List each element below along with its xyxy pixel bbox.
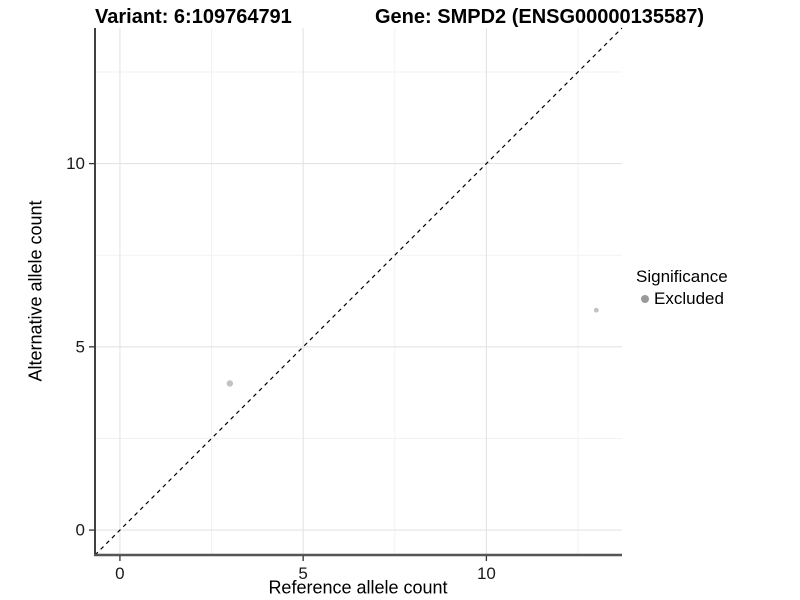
legend-entry-label: Excluded: [654, 289, 724, 308]
y-tick-label: 10: [66, 154, 85, 173]
data-point: [226, 380, 234, 387]
data-point: [593, 307, 599, 313]
legend-key-dot-icon: [641, 295, 649, 303]
identity-dashed-line: [94, 27, 623, 556]
y-tick-label: 5: [76, 337, 85, 356]
x-tick-label: 10: [477, 564, 496, 583]
plot-title-variant: Variant: 6:109764791: [95, 6, 292, 28]
legend: Significance Excluded: [636, 267, 728, 308]
x-tick-label: 5: [298, 564, 307, 583]
plot-title-gene: Gene: SMPD2 (ENSG00000135587): [375, 6, 705, 28]
x-axis-title: Reference allele count: [268, 577, 448, 598]
x-tick-label: 0: [115, 564, 124, 583]
legend-title: Significance: [636, 267, 728, 286]
legend-entry-excluded: Excluded: [636, 290, 728, 308]
y-tick-label: 0: [76, 521, 85, 540]
y-axis-title: Alternative allele count: [25, 200, 46, 382]
